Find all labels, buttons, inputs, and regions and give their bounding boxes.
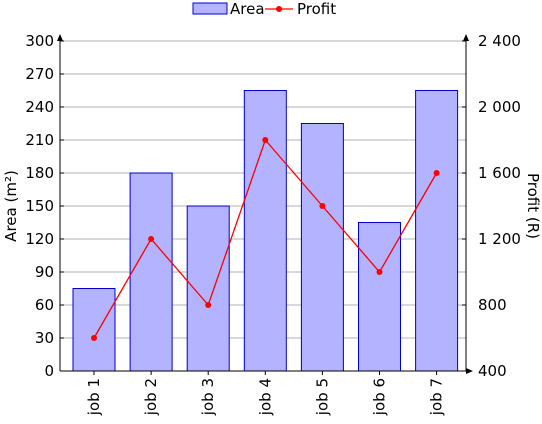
left-y-axis-label: Area (m²) [2,170,20,242]
profit-point [91,335,97,341]
area-bar [129,172,173,372]
right-tick-label: 400 [478,362,507,380]
right-tick-label: 2 400 [478,32,521,50]
right-tick-label: 800 [478,296,507,314]
x-tick-label: job 3 [199,378,217,416]
left-tick-label: 270 [25,65,54,83]
left-tick-label: 30 [35,329,54,347]
right-tick-label: 2 000 [478,98,521,116]
left-tick-label: 90 [35,263,54,281]
left-y-ticks: 0 30 60 90 120 150 180 210 240 270 300 [25,32,64,380]
legend-area-swatch [192,2,228,15]
x-ticks: job 1 job 2 job 3 job 4 job 5 job 6 job 7 [85,371,446,416]
left-tick-label: 180 [25,164,54,182]
left-axis-arrow [57,34,63,41]
x-tick-label: job 2 [142,378,160,416]
x-tick-label: job 6 [371,378,389,416]
profit-point [205,302,212,308]
x-tick-label: job 1 [85,378,103,416]
axes [57,34,473,374]
right-y-ticks: 400 800 1 200 1 600 2 000 2 400 [462,32,521,380]
left-tick-label: 120 [25,230,54,248]
profit-point [433,170,440,176]
right-tick-label: 1 600 [478,164,521,182]
legend: Area Profit [192,0,336,18]
x-tick-label: job 5 [313,378,331,416]
area-bar [186,205,230,372]
left-tick-label: 240 [25,98,54,116]
area-bar [300,123,344,372]
left-tick-label: 60 [35,296,54,314]
profit-line [91,137,440,341]
area-bar [358,222,401,372]
area-bars [72,90,459,372]
right-tick-label: 1 200 [478,230,521,248]
x-axis-arrow [466,368,473,374]
area-bar [72,288,116,372]
left-tick-label: 150 [25,197,54,215]
right-y-axis-label: Profit (R) [524,173,542,239]
x-tick-label: job 4 [256,378,274,416]
profit-point [262,137,269,143]
profit-point [148,236,155,242]
right-axis-arrow [463,34,469,41]
area-bar [415,90,459,372]
legend-area-label: Area [230,0,265,18]
legend-profit-label: Profit [297,0,336,18]
area-bar [243,90,287,372]
legend-profit-marker [276,6,282,12]
left-tick-label: 210 [25,131,54,149]
profit-point [376,269,383,275]
left-tick-label: 300 [25,32,54,50]
profit-point [319,203,326,209]
left-tick-label: 0 [44,362,54,380]
x-tick-label: job 7 [428,378,446,416]
